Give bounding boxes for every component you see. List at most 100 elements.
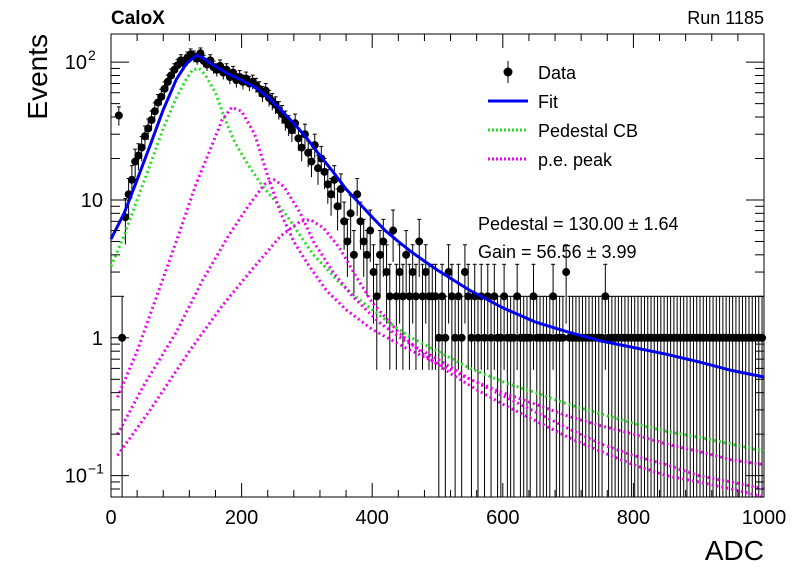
data-marker	[418, 292, 427, 301]
data-point	[457, 295, 466, 497]
data-point	[359, 218, 368, 277]
data-marker	[114, 111, 123, 120]
data-marker	[526, 333, 535, 342]
legend-label: Fit	[538, 92, 558, 112]
data-point	[343, 218, 352, 277]
data-marker	[382, 268, 391, 277]
legend-label: Data	[538, 63, 577, 83]
data-marker	[131, 157, 140, 166]
legend-entry: Fit	[488, 92, 558, 112]
legend: Data Fit Pedestal CB p.e. peak	[488, 61, 638, 170]
data-marker	[304, 148, 313, 157]
data-marker	[398, 292, 407, 301]
data-point	[385, 263, 394, 370]
data-point	[431, 263, 440, 370]
data-marker	[438, 292, 447, 301]
data-marker	[558, 333, 567, 342]
data-marker	[157, 92, 166, 101]
legend-entry: Data	[503, 61, 577, 83]
data-marker	[392, 292, 401, 301]
x-tick-label: 400	[356, 507, 389, 529]
data-point	[372, 263, 381, 370]
data-marker	[500, 292, 509, 301]
data-marker	[160, 84, 169, 93]
data-marker	[137, 143, 146, 152]
data-marker	[144, 124, 153, 133]
data-point	[529, 263, 538, 370]
data-point	[490, 263, 499, 370]
data-point	[549, 263, 558, 370]
pe-peak-curve	[116, 178, 765, 491]
data-marker	[490, 292, 499, 301]
data-point	[545, 295, 554, 497]
data-point	[500, 263, 509, 370]
data-point	[441, 295, 450, 497]
data-marker	[333, 202, 342, 211]
data-point	[464, 263, 473, 370]
y-tick-exponent: 2	[88, 47, 96, 63]
y-axis-title: Events	[22, 34, 53, 120]
y-tick-label: 10	[65, 466, 87, 488]
data-point	[421, 244, 430, 324]
data-point	[418, 263, 427, 370]
curves-layer	[109, 53, 765, 499]
data-marker	[349, 250, 358, 259]
data-marker	[366, 226, 375, 235]
data-marker	[389, 226, 398, 235]
data-point	[405, 263, 414, 370]
data-marker	[127, 175, 136, 184]
data-marker	[480, 333, 489, 342]
data-point	[353, 177, 362, 216]
data-layer	[114, 47, 767, 497]
data-marker	[314, 164, 323, 173]
data-marker	[385, 292, 394, 301]
data-marker	[327, 190, 336, 199]
data-marker	[395, 268, 404, 277]
data-point	[307, 148, 316, 178]
data-marker	[323, 180, 332, 189]
data-marker	[529, 292, 538, 301]
data-marker	[379, 237, 388, 246]
data-marker	[134, 151, 143, 160]
data-marker	[467, 333, 476, 342]
legend-entry: Pedestal CB	[488, 121, 638, 141]
data-marker	[460, 268, 469, 277]
y-tick-label: 10	[81, 190, 103, 212]
data-point	[415, 218, 424, 277]
data-point	[114, 106, 123, 126]
data-point	[562, 244, 571, 324]
data-marker	[359, 237, 368, 246]
data-marker	[163, 77, 172, 86]
data-marker	[353, 190, 362, 199]
data-marker	[372, 292, 381, 301]
data-marker	[457, 333, 466, 342]
data-point	[601, 263, 610, 370]
data-point	[411, 263, 420, 370]
experiment-label: CaloX	[111, 8, 165, 29]
data-marker	[549, 292, 558, 301]
data-marker	[431, 292, 440, 301]
data-marker	[434, 333, 443, 342]
data-point	[333, 188, 342, 231]
pedestal-annotation: Pedestal = 130.00 ± 1.64	[478, 214, 679, 234]
data-marker	[487, 333, 496, 342]
x-tick-label: 200	[225, 507, 258, 529]
data-marker	[408, 268, 417, 277]
data-point	[369, 244, 378, 324]
y-tick-exponent: −1	[88, 461, 104, 477]
y-tick-label: 1	[92, 328, 103, 350]
data-marker	[376, 250, 385, 259]
pedestal-cb-curve	[109, 66, 765, 453]
data-marker	[343, 237, 352, 246]
data-marker	[464, 292, 473, 301]
data-marker	[473, 333, 482, 342]
x-tick-label: 600	[486, 507, 519, 529]
data-marker	[441, 333, 450, 342]
data-marker	[601, 292, 610, 301]
data-point	[460, 244, 469, 324]
data-point	[160, 81, 169, 97]
legend-label: Pedestal CB	[538, 121, 638, 141]
data-marker	[362, 250, 371, 259]
data-marker	[496, 333, 505, 342]
